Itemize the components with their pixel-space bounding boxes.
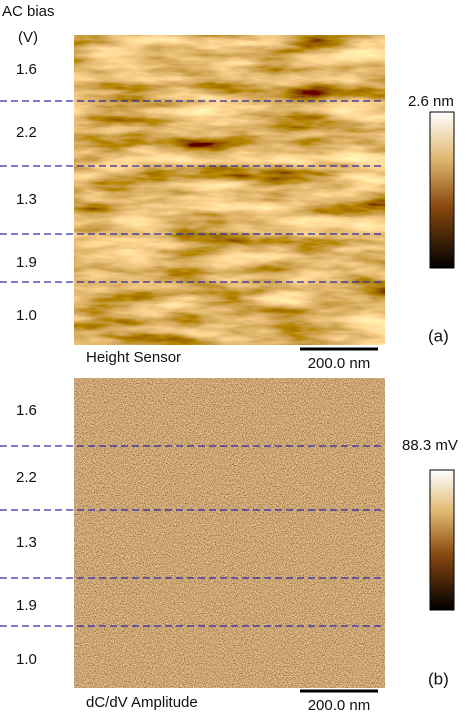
channel-label: Height Sensor xyxy=(86,349,181,366)
scale-bar-label: 200.0 nm xyxy=(308,355,371,372)
bias-label: 1.3 xyxy=(16,534,37,551)
panel-label: (a) xyxy=(428,326,449,345)
colorbar-label: 88.3 mV xyxy=(402,437,458,454)
bias-label: 1.0 xyxy=(16,307,37,324)
bias-label: 1.3 xyxy=(16,191,37,208)
axis-title: AC bias xyxy=(2,3,55,20)
colorbar xyxy=(429,111,455,269)
image xyxy=(74,35,385,345)
colorbar xyxy=(429,469,455,611)
colorbar-label: 2.6 nm xyxy=(408,93,454,110)
bias-label: 1.6 xyxy=(16,61,37,78)
bias-label: 1.0 xyxy=(16,651,37,668)
bias-label: 2.2 xyxy=(16,469,37,486)
channel-label: dC/dV Amplitude xyxy=(86,694,198,711)
bias-label: 1.9 xyxy=(16,597,37,614)
bias-label: 1.6 xyxy=(16,402,37,419)
image xyxy=(74,378,385,688)
panel-label: (b) xyxy=(428,669,449,688)
axis-unit: (V) xyxy=(18,29,38,46)
scale-bar-label: 200.0 nm xyxy=(308,697,371,714)
bias-label: 2.2 xyxy=(16,124,37,141)
bias-label: 1.9 xyxy=(16,254,37,271)
